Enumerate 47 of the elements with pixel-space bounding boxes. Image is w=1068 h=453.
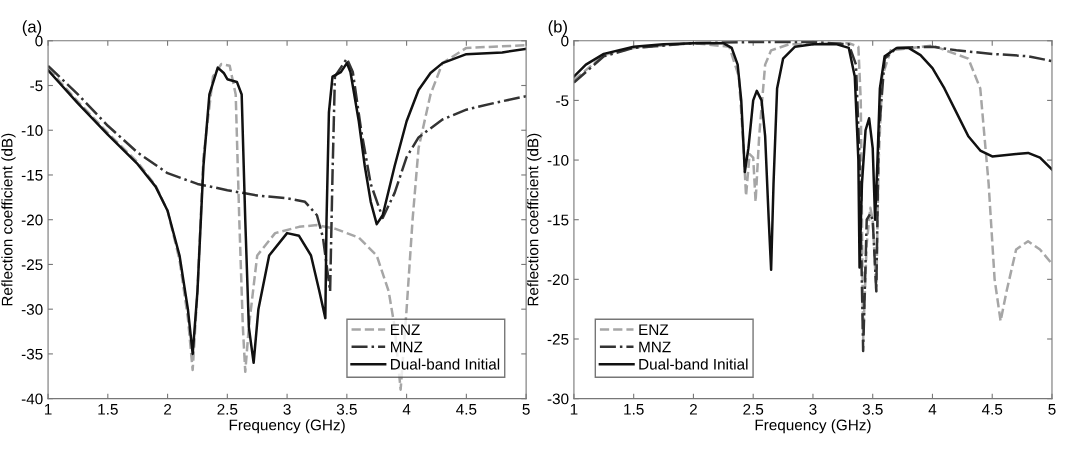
y-tick-label: 0 bbox=[561, 35, 569, 47]
y-tick-label: -30 bbox=[547, 393, 569, 405]
y-tick-label: -15 bbox=[21, 170, 43, 181]
x-tick-label: 4 bbox=[928, 404, 937, 415]
x-tick-label: 3.5 bbox=[862, 403, 883, 415]
x-tick-label: 2.5 bbox=[217, 403, 238, 415]
y-tick-label: 0 bbox=[35, 35, 43, 47]
legend-label: ENZ bbox=[391, 324, 420, 335]
x-tick-label: 3 bbox=[283, 403, 291, 415]
y-tick-label: -10 bbox=[547, 154, 569, 166]
x-tick-label: 1.5 bbox=[624, 404, 644, 415]
x-tick-label: 3 bbox=[809, 403, 817, 415]
y-tick-label: -15 bbox=[547, 214, 569, 226]
y-tick-label: -5 bbox=[30, 80, 43, 92]
x-tick-label: 1 bbox=[570, 404, 578, 415]
y-tick-label: -40 bbox=[21, 393, 43, 405]
chart-title: (b) bbox=[548, 20, 567, 36]
y-tick-label: -5 bbox=[556, 95, 569, 107]
y-tick-label: -20 bbox=[21, 214, 43, 226]
x-tick-label: 5 bbox=[1048, 404, 1056, 415]
x-tick-label: 4.5 bbox=[456, 404, 477, 415]
x-tick-label: 2.5 bbox=[743, 403, 764, 415]
x-tick-label: 4.5 bbox=[981, 404, 1003, 415]
legend-label: MNZ bbox=[391, 341, 423, 353]
chart-title: (a) bbox=[22, 20, 42, 36]
y-axis-title: Reflection coefficient (dB) bbox=[1, 133, 16, 306]
y-tick-label: -35 bbox=[21, 348, 43, 360]
y-tick-label: -20 bbox=[547, 274, 569, 286]
legend-label: Dual-band Initial bbox=[391, 358, 500, 370]
y-tick-label: -25 bbox=[547, 333, 569, 345]
legend-label: ENZ bbox=[639, 324, 669, 335]
y-tick-label: -25 bbox=[21, 259, 43, 271]
x-tick-label: 1 bbox=[44, 404, 52, 415]
y-tick-label: -30 bbox=[21, 304, 43, 315]
y-tick-label: -10 bbox=[21, 125, 43, 136]
x-tick-label: 2 bbox=[164, 403, 172, 415]
line-series bbox=[48, 57, 527, 293]
legend-label: MNZ bbox=[639, 341, 671, 353]
x-axis-title: Frequency (GHz) bbox=[755, 419, 871, 434]
x-tick-label: 3.5 bbox=[336, 403, 357, 415]
x-tick-label: 2 bbox=[689, 403, 697, 415]
legend-label: Dual-band Initial bbox=[639, 358, 748, 370]
x-tick-label: 1.5 bbox=[98, 404, 118, 415]
y-axis-title: Reflection coefficient (dB) bbox=[527, 133, 542, 306]
x-tick-label: 5 bbox=[522, 404, 530, 415]
x-tick-label: 4 bbox=[402, 404, 411, 415]
x-axis-title: Frequency (GHz) bbox=[229, 419, 345, 434]
